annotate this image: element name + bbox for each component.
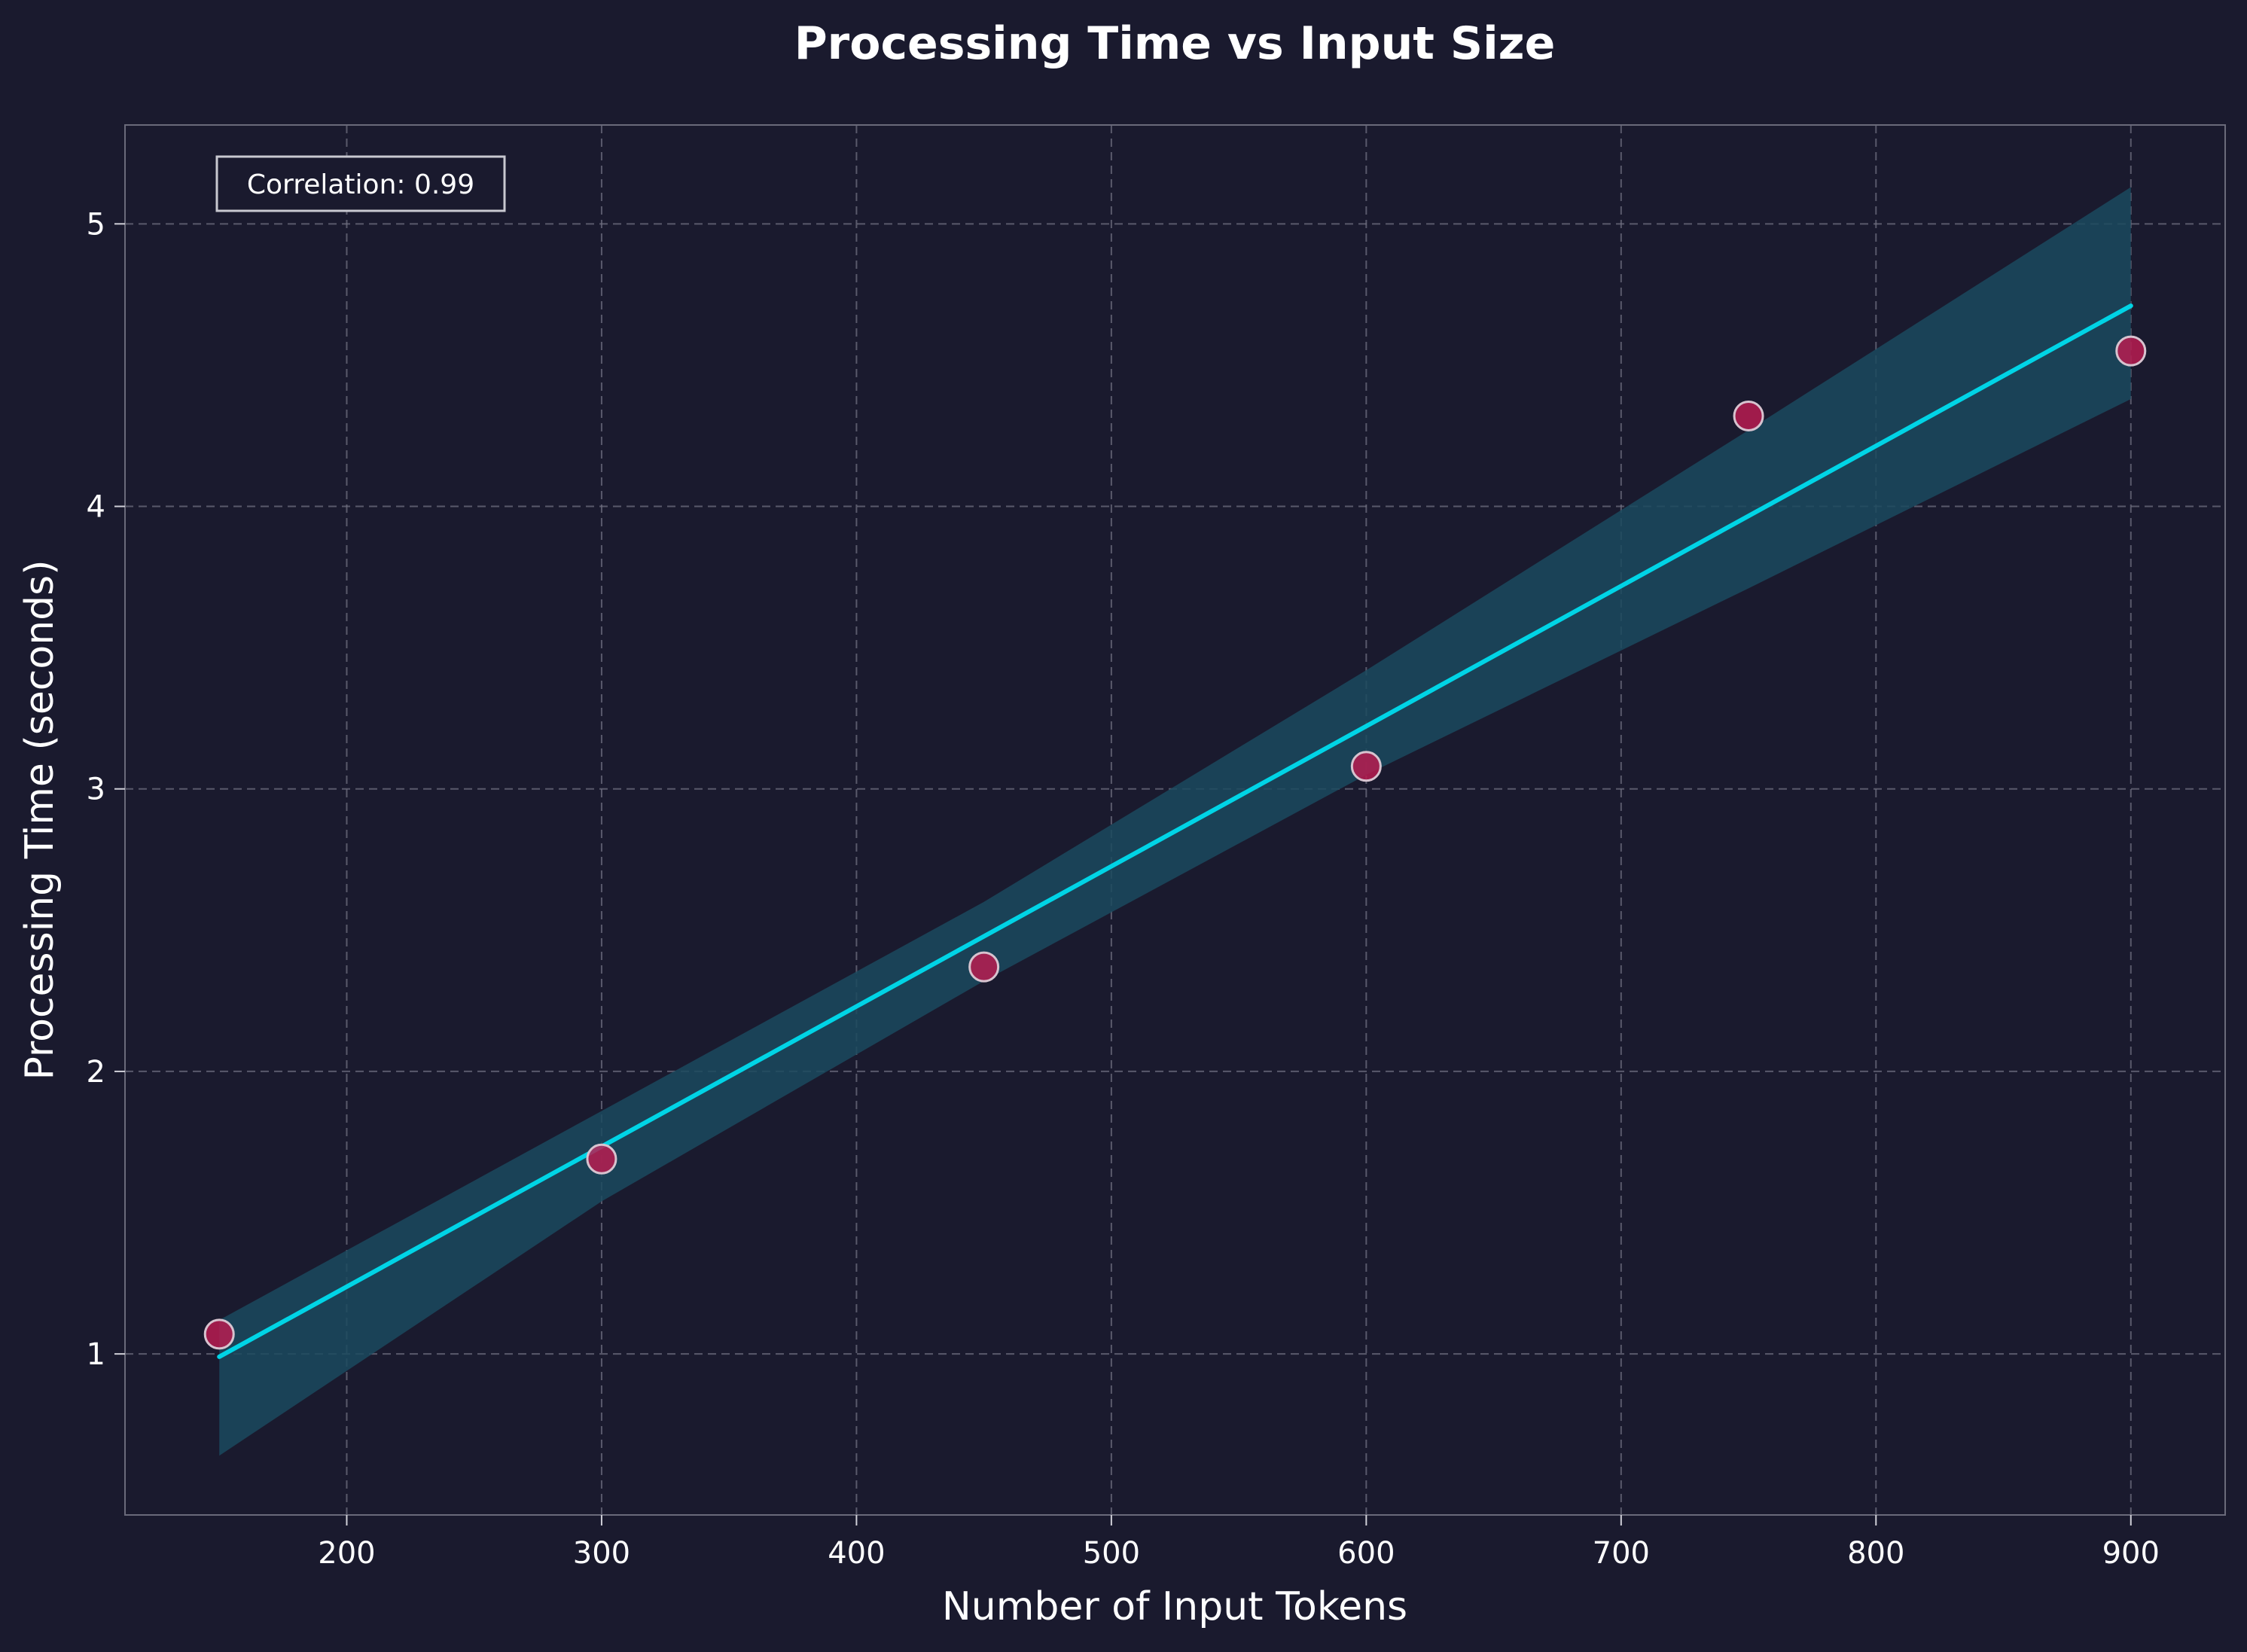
annotation-text: Correlation: 0.99 (247, 169, 474, 200)
x-tick-label: 600 (1337, 1536, 1395, 1571)
y-tick-label: 3 (87, 773, 105, 807)
y-tick-label: 2 (87, 1055, 105, 1090)
x-tick-label: 500 (1083, 1536, 1140, 1571)
x-axis-label: Number of Input Tokens (942, 1584, 1407, 1629)
data-point (2115, 335, 2147, 367)
x-tick-label: 400 (828, 1536, 885, 1571)
y-tick-label: 1 (87, 1337, 105, 1372)
data-point (203, 1318, 235, 1350)
data-point (586, 1143, 617, 1175)
x-tick-label: 200 (318, 1536, 375, 1571)
data-point (1350, 751, 1382, 782)
x-tick-label: 300 (573, 1536, 630, 1571)
x-tick-label: 900 (2102, 1536, 2160, 1571)
data-point (1733, 400, 1764, 431)
annotation-box (215, 155, 506, 212)
plot-frame (124, 124, 2226, 1516)
data-point (968, 951, 1000, 983)
confidence-band-area (219, 187, 2131, 1456)
y-axis: 1 2 3 4 5 (87, 207, 125, 1372)
data-points (203, 335, 2147, 1350)
y-tick-label: 4 (87, 490, 105, 525)
x-tick-label: 700 (1593, 1536, 1650, 1571)
confidence-band (219, 187, 2131, 1456)
x-tick-label: 800 (1847, 1536, 1904, 1571)
fit-line (217, 303, 2133, 1359)
y-tick-label: 5 (87, 207, 105, 242)
chart-title: Processing Time vs Input Size (794, 17, 1556, 70)
x-axis: 200 300 400 500 600 700 800 900 (318, 1515, 2160, 1571)
regression-line (217, 303, 2133, 1359)
y-axis-label: Processing Time (seconds) (17, 559, 63, 1080)
correlation-annotation: Correlation: 0.99 (215, 155, 506, 212)
